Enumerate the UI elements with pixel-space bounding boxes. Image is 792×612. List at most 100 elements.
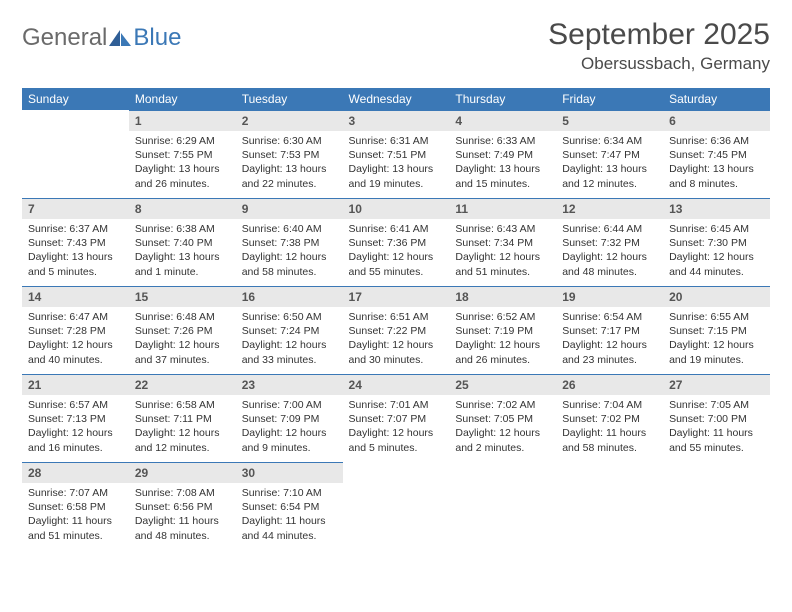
calendar-cell: 7Sunrise: 6:37 AMSunset: 7:43 PMDaylight…	[22, 198, 129, 286]
day-number: 29	[129, 462, 236, 483]
calendar-cell: 11Sunrise: 6:43 AMSunset: 7:34 PMDayligh…	[449, 198, 556, 286]
daylight-text-2: and 55 minutes.	[349, 265, 444, 279]
day-number: 1	[129, 110, 236, 131]
calendar-cell: 3Sunrise: 6:31 AMSunset: 7:51 PMDaylight…	[343, 110, 450, 198]
calendar-table: Sunday Monday Tuesday Wednesday Thursday…	[22, 88, 770, 550]
day-number: 7	[22, 198, 129, 219]
daylight-text-2: and 12 minutes.	[135, 441, 230, 455]
day-number: 15	[129, 286, 236, 307]
sunrise-text: Sunrise: 6:37 AM	[28, 222, 123, 236]
logo-text-blue: Blue	[133, 24, 181, 52]
logo: General Blue	[22, 24, 181, 52]
daylight-text-1: Daylight: 12 hours	[135, 426, 230, 440]
day-number: 22	[129, 374, 236, 395]
sunrise-text: Sunrise: 7:10 AM	[242, 486, 337, 500]
calendar-row: 7Sunrise: 6:37 AMSunset: 7:43 PMDaylight…	[22, 198, 770, 286]
daylight-text-1: Daylight: 13 hours	[135, 162, 230, 176]
sunset-text: Sunset: 6:56 PM	[135, 500, 230, 514]
daylight-text-2: and 58 minutes.	[562, 441, 657, 455]
daylight-text-2: and 58 minutes.	[242, 265, 337, 279]
sunset-text: Sunset: 7:53 PM	[242, 148, 337, 162]
day-content: Sunrise: 7:04 AMSunset: 7:02 PMDaylight:…	[556, 395, 663, 461]
calendar-cell: 8Sunrise: 6:38 AMSunset: 7:40 PMDaylight…	[129, 198, 236, 286]
day-number: 3	[343, 110, 450, 131]
daylight-text-1: Daylight: 12 hours	[562, 250, 657, 264]
calendar-cell: ..	[663, 462, 770, 550]
daylight-text-2: and 30 minutes.	[349, 353, 444, 367]
daylight-text-2: and 23 minutes.	[562, 353, 657, 367]
daylight-text-2: and 9 minutes.	[242, 441, 337, 455]
sunset-text: Sunset: 7:26 PM	[135, 324, 230, 338]
day-number: 30	[236, 462, 343, 483]
location-title: Obersussbach, Germany	[548, 54, 770, 74]
sunrise-text: Sunrise: 6:40 AM	[242, 222, 337, 236]
day-header: Sunday	[22, 88, 129, 110]
calendar-cell: 15Sunrise: 6:48 AMSunset: 7:26 PMDayligh…	[129, 286, 236, 374]
day-number: 27	[663, 374, 770, 395]
sunset-text: Sunset: 6:54 PM	[242, 500, 337, 514]
sunrise-text: Sunrise: 6:51 AM	[349, 310, 444, 324]
title-block: September 2025 Obersussbach, Germany	[548, 18, 770, 74]
daylight-text-2: and 2 minutes.	[455, 441, 550, 455]
calendar-cell: 6Sunrise: 6:36 AMSunset: 7:45 PMDaylight…	[663, 110, 770, 198]
daylight-text-1: Daylight: 12 hours	[349, 338, 444, 352]
day-number: 26	[556, 374, 663, 395]
sunset-text: Sunset: 7:05 PM	[455, 412, 550, 426]
sunrise-text: Sunrise: 6:31 AM	[349, 134, 444, 148]
day-number: 16	[236, 286, 343, 307]
sunrise-text: Sunrise: 6:38 AM	[135, 222, 230, 236]
sunrise-text: Sunrise: 7:08 AM	[135, 486, 230, 500]
daylight-text-1: Daylight: 12 hours	[562, 338, 657, 352]
calendar-row: ..1Sunrise: 6:29 AMSunset: 7:55 PMDaylig…	[22, 110, 770, 198]
daylight-text-2: and 26 minutes.	[455, 353, 550, 367]
day-number: 19	[556, 286, 663, 307]
day-number: 13	[663, 198, 770, 219]
daylight-text-1: Daylight: 11 hours	[242, 514, 337, 528]
day-content: Sunrise: 6:50 AMSunset: 7:24 PMDaylight:…	[236, 307, 343, 373]
calendar-cell: 27Sunrise: 7:05 AMSunset: 7:00 PMDayligh…	[663, 374, 770, 462]
logo-text-general: General	[22, 24, 107, 52]
sunset-text: Sunset: 7:34 PM	[455, 236, 550, 250]
sunset-text: Sunset: 6:58 PM	[28, 500, 123, 514]
day-header: Wednesday	[343, 88, 450, 110]
sunset-text: Sunset: 7:13 PM	[28, 412, 123, 426]
calendar-cell: 9Sunrise: 6:40 AMSunset: 7:38 PMDaylight…	[236, 198, 343, 286]
daylight-text-1: Daylight: 13 hours	[455, 162, 550, 176]
daylight-text-2: and 48 minutes.	[562, 265, 657, 279]
sunset-text: Sunset: 7:28 PM	[28, 324, 123, 338]
day-header: Monday	[129, 88, 236, 110]
daylight-text-1: Daylight: 12 hours	[242, 250, 337, 264]
sunset-text: Sunset: 7:09 PM	[242, 412, 337, 426]
calendar-cell: 30 Sunrise: 7:10 AMSunset: 6:54 PMDayligh…	[236, 462, 343, 550]
daylight-text-2: and 12 minutes.	[562, 177, 657, 191]
calendar-row: 28Sunrise: 7:07 AMSunset: 6:58 PMDayligh…	[22, 462, 770, 550]
daylight-text-2: and 55 minutes.	[669, 441, 764, 455]
sunrise-text: Sunrise: 6:34 AM	[562, 134, 657, 148]
day-header: Tuesday	[236, 88, 343, 110]
sunrise-text: Sunrise: 6:33 AM	[455, 134, 550, 148]
daylight-text-2: and 51 minutes.	[455, 265, 550, 279]
daylight-text-2: and 19 minutes.	[349, 177, 444, 191]
sunset-text: Sunset: 7:07 PM	[349, 412, 444, 426]
calendar-cell: 28Sunrise: 7:07 AMSunset: 6:58 PMDayligh…	[22, 462, 129, 550]
sunset-text: Sunset: 7:32 PM	[562, 236, 657, 250]
sunset-text: Sunset: 7:49 PM	[455, 148, 550, 162]
sunrise-text: Sunrise: 6:48 AM	[135, 310, 230, 324]
calendar-cell: 16Sunrise: 6:50 AMSunset: 7:24 PMDayligh…	[236, 286, 343, 374]
daylight-text-1: Daylight: 11 hours	[135, 514, 230, 528]
daylight-text-1: Daylight: 12 hours	[455, 338, 550, 352]
daylight-text-1: Daylight: 13 hours	[562, 162, 657, 176]
day-content: Sunrise: 6:48 AMSunset: 7:26 PMDaylight:…	[129, 307, 236, 373]
sunrise-text: Sunrise: 7:01 AM	[349, 398, 444, 412]
daylight-text-2: and 33 minutes.	[242, 353, 337, 367]
sunset-text: Sunset: 7:22 PM	[349, 324, 444, 338]
day-content: Sunrise: 6:38 AMSunset: 7:40 PMDaylight:…	[129, 219, 236, 285]
daylight-text-1: Daylight: 13 hours	[28, 250, 123, 264]
day-content: Sunrise: 7:05 AMSunset: 7:00 PMDaylight:…	[663, 395, 770, 461]
day-number: 11	[449, 198, 556, 219]
day-number: 4	[449, 110, 556, 131]
sunrise-text: Sunrise: 6:44 AM	[562, 222, 657, 236]
sunrise-text: Sunrise: 6:47 AM	[28, 310, 123, 324]
daylight-text-1: Daylight: 13 hours	[135, 250, 230, 264]
daylight-text-2: and 40 minutes.	[28, 353, 123, 367]
